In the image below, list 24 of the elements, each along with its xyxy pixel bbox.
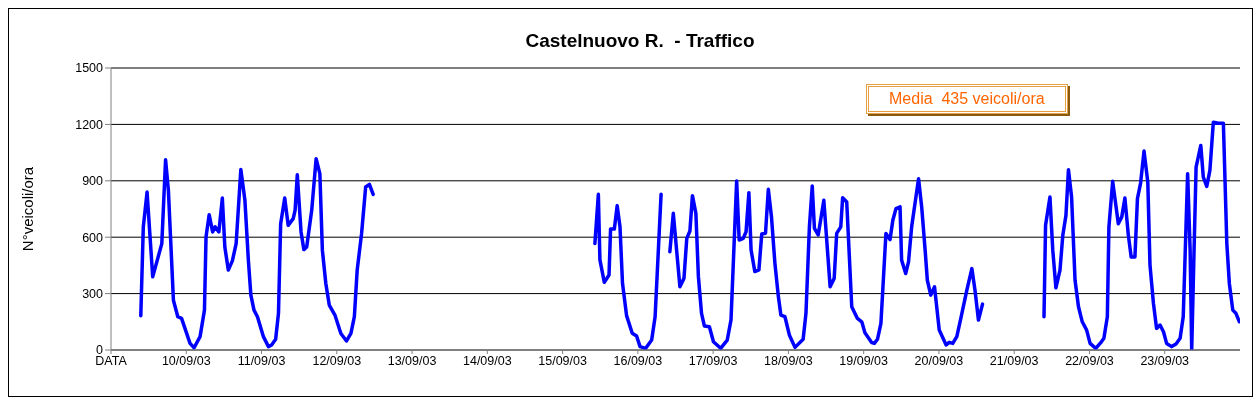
x-tick-label: 19/09/03: [839, 353, 889, 368]
y-tick-label: 600: [82, 230, 104, 245]
y-axis-title: N°veicoli/ora: [18, 166, 36, 252]
x-tick-label: 20/09/03: [914, 353, 964, 368]
x-tick-label: 13/09/03: [387, 353, 437, 368]
y-tick-label: 1200: [75, 117, 104, 132]
x-tick-label: 18/09/03: [764, 353, 813, 368]
chart-title: Castelnuovo R. - Traffico: [524, 30, 756, 52]
x-tick-label: 14/09/03: [463, 353, 512, 368]
y-tick-label: 300: [82, 287, 104, 302]
y-tick-label: 900: [82, 174, 104, 189]
x-tick-label: 12/09/03: [312, 353, 362, 368]
x-tick-label: 22/09/03: [1065, 353, 1114, 368]
annotation: Media 435 veicoli/ora: [889, 90, 1045, 107]
x-tick-label: 11/09/03: [237, 353, 286, 368]
x-tick-label: DATA: [95, 353, 128, 368]
x-tick-label: 21/09/03: [989, 353, 1039, 368]
y-tick-label: 1500: [75, 61, 104, 76]
x-tick-label: 10/09/03: [161, 353, 211, 368]
text-frame: Media 435 veicoli/ora: [866, 84, 1068, 114]
x-tick-label: 23/09/03: [1140, 353, 1190, 368]
x-tick-label: 16/09/03: [613, 353, 663, 368]
x-tick-label: 17/09/03: [688, 353, 738, 368]
x-tick-label: 15/09/03: [538, 353, 587, 368]
